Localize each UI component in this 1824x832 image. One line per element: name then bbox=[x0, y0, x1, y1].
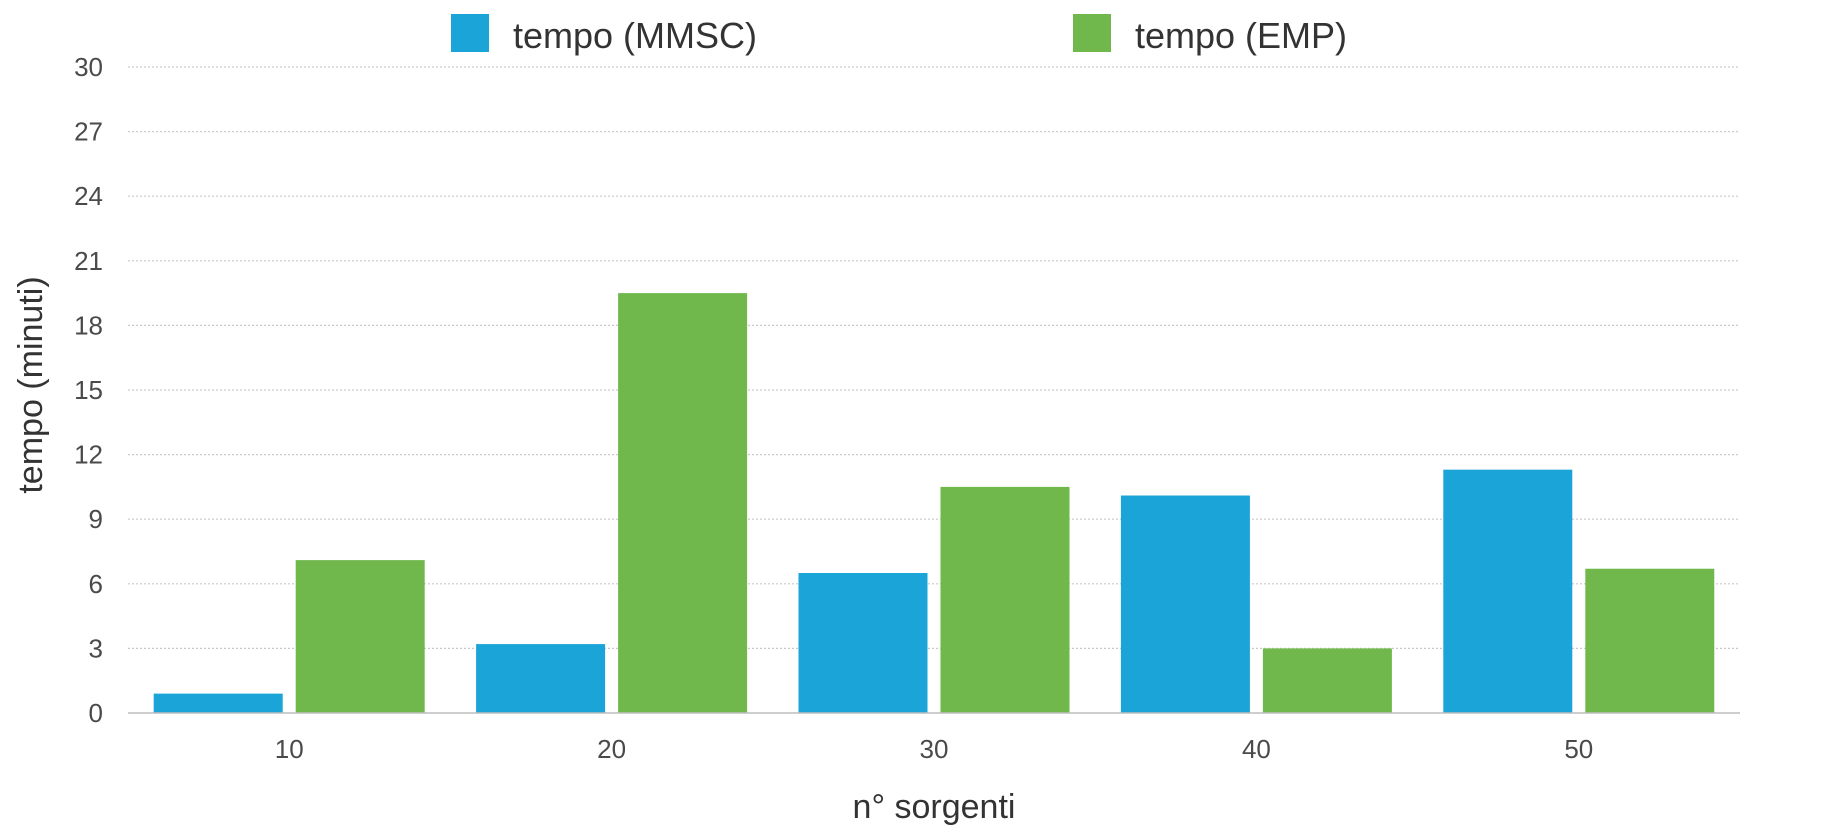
y-tick-label: 24 bbox=[74, 181, 103, 211]
bar-mmsc-20 bbox=[476, 644, 606, 713]
legend-swatch-emp bbox=[1073, 14, 1111, 52]
y-tick-label: 30 bbox=[74, 52, 103, 82]
x-tick-label: 20 bbox=[597, 734, 626, 764]
bar-mmsc-40 bbox=[1120, 495, 1250, 713]
bar-mmsc-30 bbox=[798, 573, 928, 713]
x-tick-label: 50 bbox=[1564, 734, 1593, 764]
bar-emp-20 bbox=[618, 293, 748, 713]
legend: tempo (MMSC) tempo (EMP) bbox=[451, 14, 1347, 56]
legend-swatch-mmsc bbox=[451, 14, 489, 52]
bar-emp-10 bbox=[295, 560, 425, 713]
y-tick-label: 15 bbox=[74, 375, 103, 405]
x-tick-label: 10 bbox=[275, 734, 304, 764]
x-tick-labels: 10 20 30 40 50 bbox=[275, 734, 1594, 764]
y-tick-label: 3 bbox=[89, 633, 103, 663]
legend-label-emp: tempo (EMP) bbox=[1135, 15, 1347, 56]
grid-layer bbox=[128, 66, 1740, 650]
y-tick-label: 6 bbox=[89, 569, 103, 599]
bar-mmsc-50 bbox=[1443, 469, 1573, 713]
bar-emp-40 bbox=[1262, 648, 1392, 713]
bar-emp-30 bbox=[940, 486, 1070, 713]
x-tick-label: 30 bbox=[920, 734, 949, 764]
y-tick-label: 0 bbox=[89, 698, 103, 728]
bar-emp-50 bbox=[1585, 568, 1715, 713]
y-tick-label: 21 bbox=[74, 246, 103, 276]
x-tick-label: 40 bbox=[1242, 734, 1271, 764]
x-axis-title: n° sorgenti bbox=[853, 788, 1016, 826]
y-tick-labels: 0 3 6 9 12 15 18 21 24 27 30 bbox=[74, 52, 103, 728]
y-tick-label: 27 bbox=[74, 117, 103, 147]
y-tick-label: 9 bbox=[89, 504, 103, 534]
legend-label-mmsc: tempo (MMSC) bbox=[513, 15, 757, 56]
bars-layer bbox=[153, 293, 1715, 713]
y-axis-title: tempo (minuti) bbox=[12, 276, 50, 493]
bar-mmsc-10 bbox=[153, 693, 283, 713]
y-tick-label: 18 bbox=[74, 310, 103, 340]
y-tick-label: 12 bbox=[74, 440, 103, 470]
